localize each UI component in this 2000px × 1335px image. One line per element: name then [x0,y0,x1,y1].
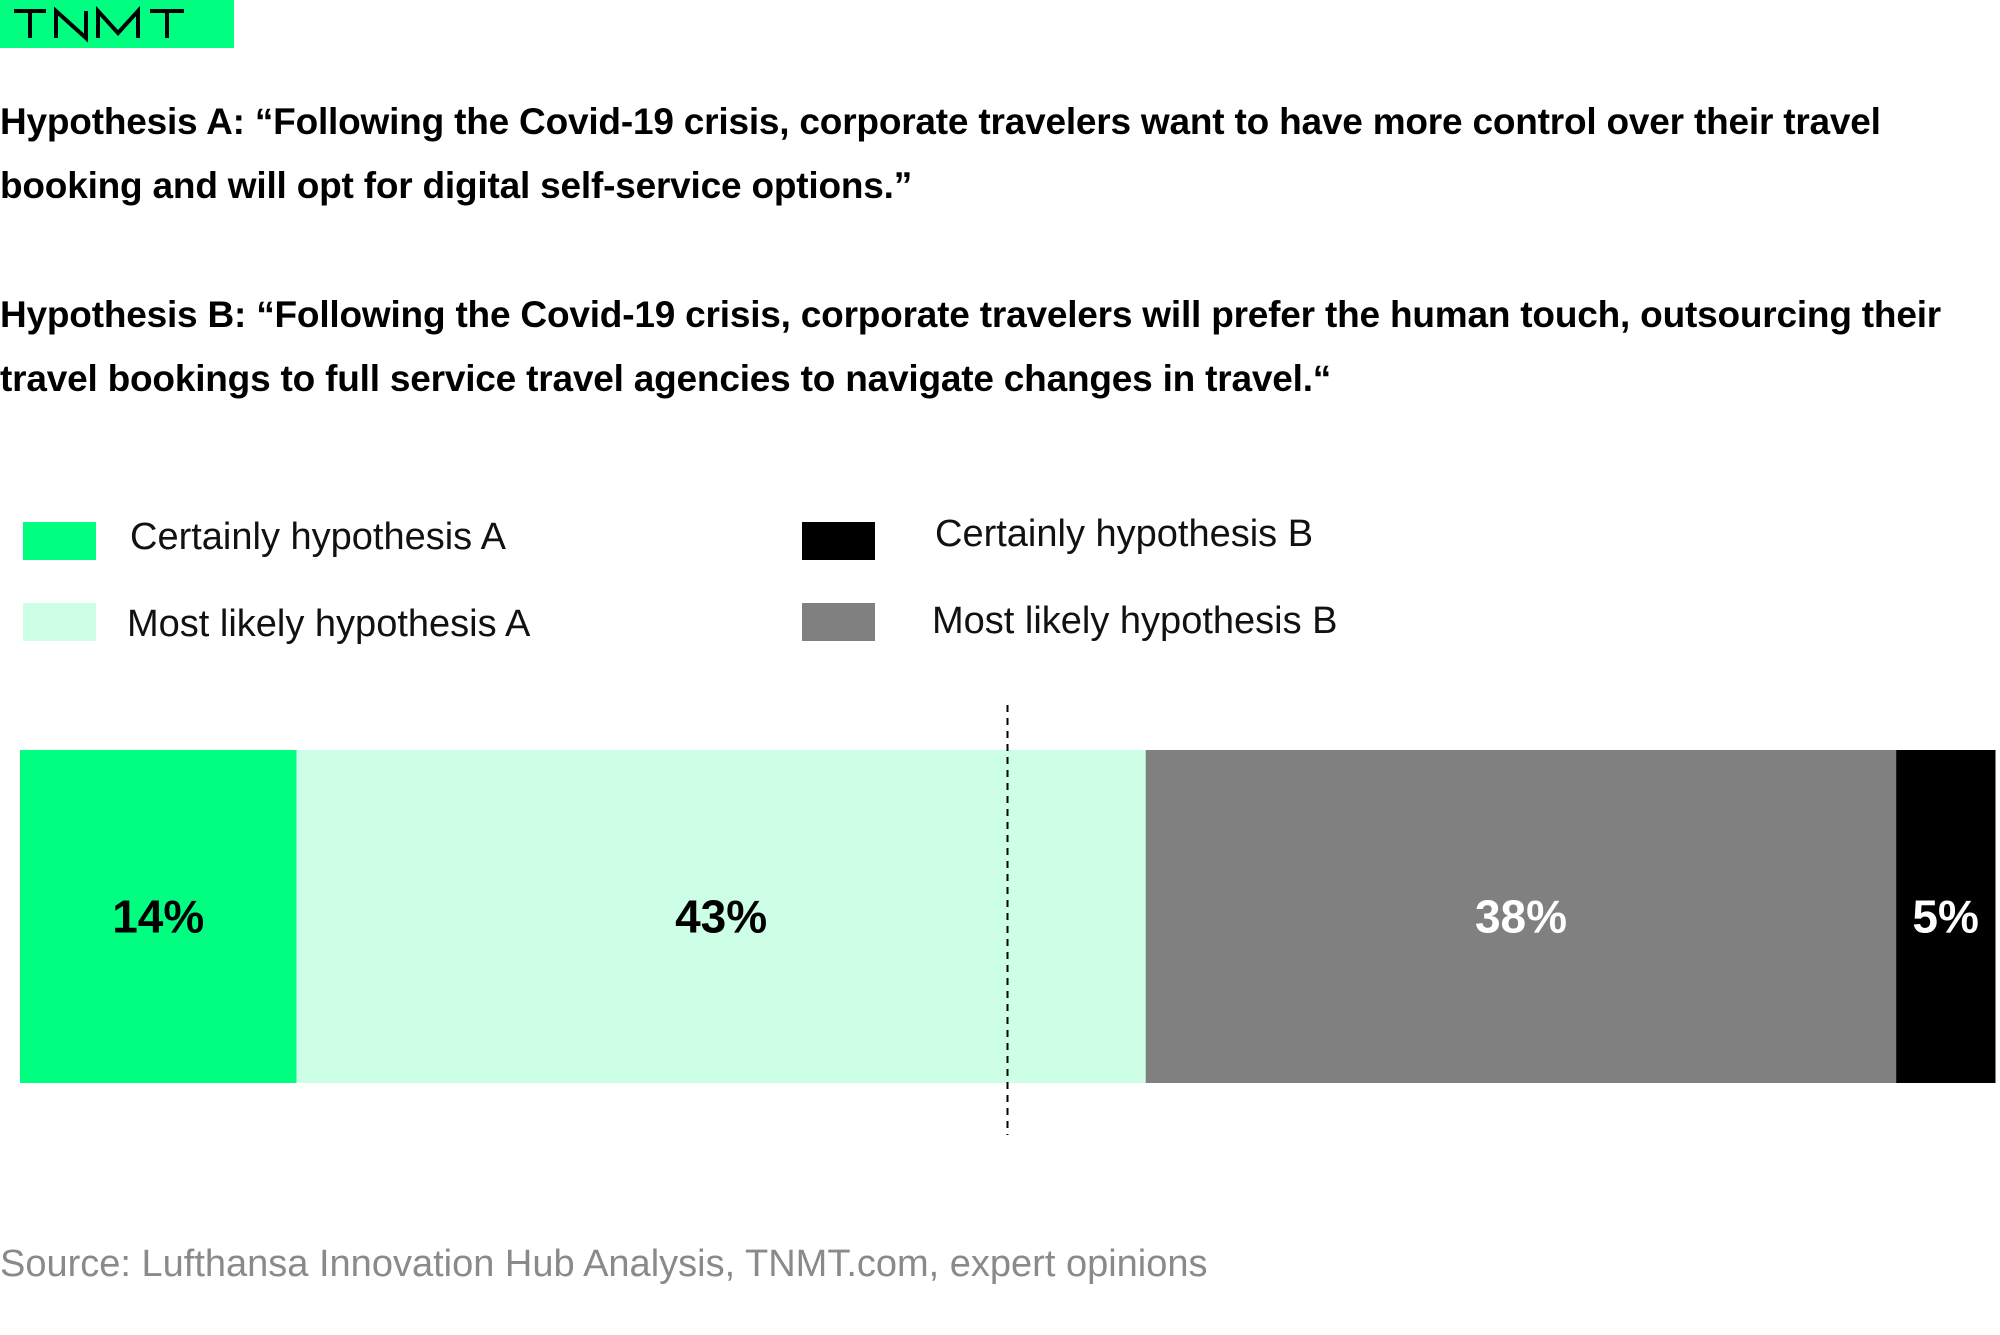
bar-segment-most-likely-hypothesis-a [296,750,1147,1083]
bar-label-most-likely-hypothesis-a: 43% [675,891,767,943]
bar-segment-certainly-hypothesis-b [1896,750,1996,1083]
bar-label-most-likely-hypothesis-b: 38% [1475,891,1567,943]
bar-label-certainly-hypothesis-a: 14% [112,891,204,943]
legend-label-most-likely-a: Most likely hypothesis A [127,603,531,645]
tnmt-logo [0,0,234,48]
legend-swatch-certainly-a [23,522,96,560]
hypothesis-a-text: Hypothesis A: “Following the Covid-19 cr… [0,101,1881,206]
bar-label-certainly-hypothesis-b: 5% [1912,891,1978,943]
legend-swatch-most-likely-b [802,603,875,641]
legend-swatch-most-likely-a [23,603,96,641]
legend-label-certainly-a: Certainly hypothesis A [130,516,506,558]
source-note: Source: Lufthansa Innovation Hub Analysi… [0,1243,1208,1285]
tnmt-logo-mark [14,5,184,43]
stacked-bar-chart: 14% 43% 38% 5% [20,705,1996,1135]
legend-label-certainly-b: Certainly hypothesis B [935,513,1314,555]
hypothesis-b-text: Hypothesis B: “Following the Covid-19 cr… [0,294,1941,399]
bar-segment-most-likely-hypothesis-b [1145,750,1897,1083]
legend-label-most-likely-b: Most likely hypothesis B [932,600,1338,642]
legend-swatch-certainly-b [802,522,875,560]
bar-segment-certainly-hypothesis-a [20,750,297,1083]
